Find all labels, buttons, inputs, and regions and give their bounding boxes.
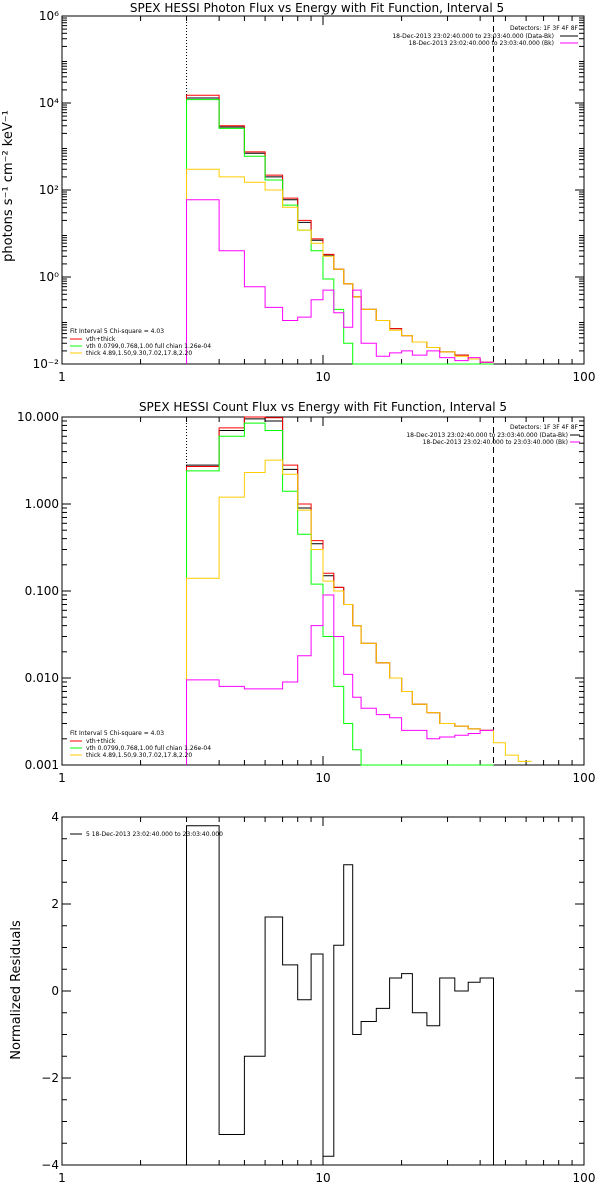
x-tick-label: 100 [573,1171,596,1185]
series-residuals-line [186,825,494,1165]
series-bk-line [186,594,494,765]
x-tick-label: 10 [315,370,330,384]
y-tick-label: 2 [51,897,59,911]
series-thick-line [186,168,494,364]
legend-label: thick 4.89,1.50,9.30,7.02,17.8,2.20 [86,350,192,357]
legend-label: vth+thick [86,336,116,343]
legend-label: 18-Dec-2013 23:02:40.000 to 23:03:40.000… [409,40,554,47]
x-tick-label: 100 [573,771,596,785]
legend-header: Fit Interval 5 Chi-square = 4.03 [70,328,164,335]
legend-header: Detectors: 1F 3F 4F 8F [510,25,579,32]
series-bk-line [186,199,494,364]
x-tick-label: 10 [315,1171,330,1185]
y-tick-label: 10⁰ [39,270,59,284]
chart-title: SPEX HESSI Count Flux vs Energy with Fit… [139,400,507,414]
residuals-panel: Normalized Residuals 1 10 100 −4 −2 0 2 4 5 18-… [9,810,595,1185]
x-tick-label: 1 [58,771,66,785]
axis-ticks: 1 10 100 0.001 0.010 0.100 1.000 10.000 [17,410,595,785]
series-data-bk-line [186,97,494,364]
legend-header: Fit Interval 5 Chi-square = 4.03 [70,730,164,737]
y-tick-label: 10⁶ [39,9,59,23]
y-axis-label: photons s⁻¹ cm⁻² keV⁻¹ [1,110,16,262]
y-tick-label: 0.001 [25,758,59,772]
legend-label: vth 0.0799,0.768,1.00 full chian 1.26e-0… [86,745,211,752]
legend-label: 18-Dec-2013 23:02:40.000 to 23:03:40.000… [406,432,568,439]
legend-label: vth+thick [86,738,116,745]
vertical-lines [186,16,494,364]
y-tick-label: −4 [41,1158,59,1172]
legend-header: Detectors: 1F 3F 4F 8F [510,424,579,431]
series-group [186,825,494,1165]
y-tick-label: 0.010 [25,671,59,685]
legend-top: 5 18-Dec-2013 23:02:40.000 to 23:03:40.0… [70,831,223,838]
x-tick-label: 1 [58,370,66,384]
count-flux-panel: SPEX HESSI Count Flux vs Energy with Fit… [17,400,595,785]
legend-label: 5 18-Dec-2013 23:02:40.000 to 23:03:40.0… [86,831,223,838]
series-thick-line [186,459,532,765]
legend-label: vth 0.0799,0.768,1.00 full chian 1.26e-0… [86,343,211,350]
axis-ticks: 1 10 100 10⁻² 10⁰ 10² 10⁴ 10⁶ [33,9,596,384]
y-tick-label: 1.000 [25,497,59,511]
x-tick-label: 100 [573,370,596,384]
legend-label: 18-Dec-2013 23:02:40.000 to 23:03:40.000… [392,33,554,40]
y-axis-label: Normalized Residuals [9,920,24,1060]
y-tick-label: 4 [51,810,59,824]
legend-bottom: Fit Interval 5 Chi-square = 4.03 vth+thi… [70,328,211,357]
legend-label: thick 4.89,1.50,9.30,7.02,17.8,2.20 [86,752,192,759]
series-vth-thick-line [186,94,494,364]
photon-flux-panel: SPEX HESSI Photon Flux vs Energy with Fi… [1,1,595,384]
x-tick-label: 10 [315,771,330,785]
series-vth-line [186,99,494,365]
legend-top: Detectors: 1F 3F 4F 8F 18-Dec-2013 23:02… [392,25,578,47]
series-group [186,416,532,766]
axis-ticks: 1 10 100 −4 −2 0 2 4 [41,810,595,1185]
series-vth-line [186,422,494,766]
y-tick-label: 0 [51,984,59,998]
y-tick-label: 10.000 [17,410,59,424]
y-tick-label: 0.100 [25,584,59,598]
chart-title: SPEX HESSI Photon Flux vs Energy with Fi… [130,1,504,15]
y-tick-label: 10⁴ [39,96,59,110]
y-tick-label: 10² [39,183,59,197]
legend-label: 18-Dec-2013 23:02:40.000 to 23:03:40.000… [423,439,568,446]
y-tick-label: −2 [41,1071,59,1085]
y-tick-label: 10⁻² [33,357,60,371]
legend-top: Detectors: 1F 3F 4F 8F 18-Dec-2013 23:02… [406,424,580,446]
x-tick-label: 1 [58,1171,66,1185]
plot-frame [61,15,585,365]
series-group [186,94,494,365]
legend-bottom: Fit Interval 5 Chi-square = 4.03 vth+thi… [70,730,211,759]
series-data-bk-line [186,418,494,765]
